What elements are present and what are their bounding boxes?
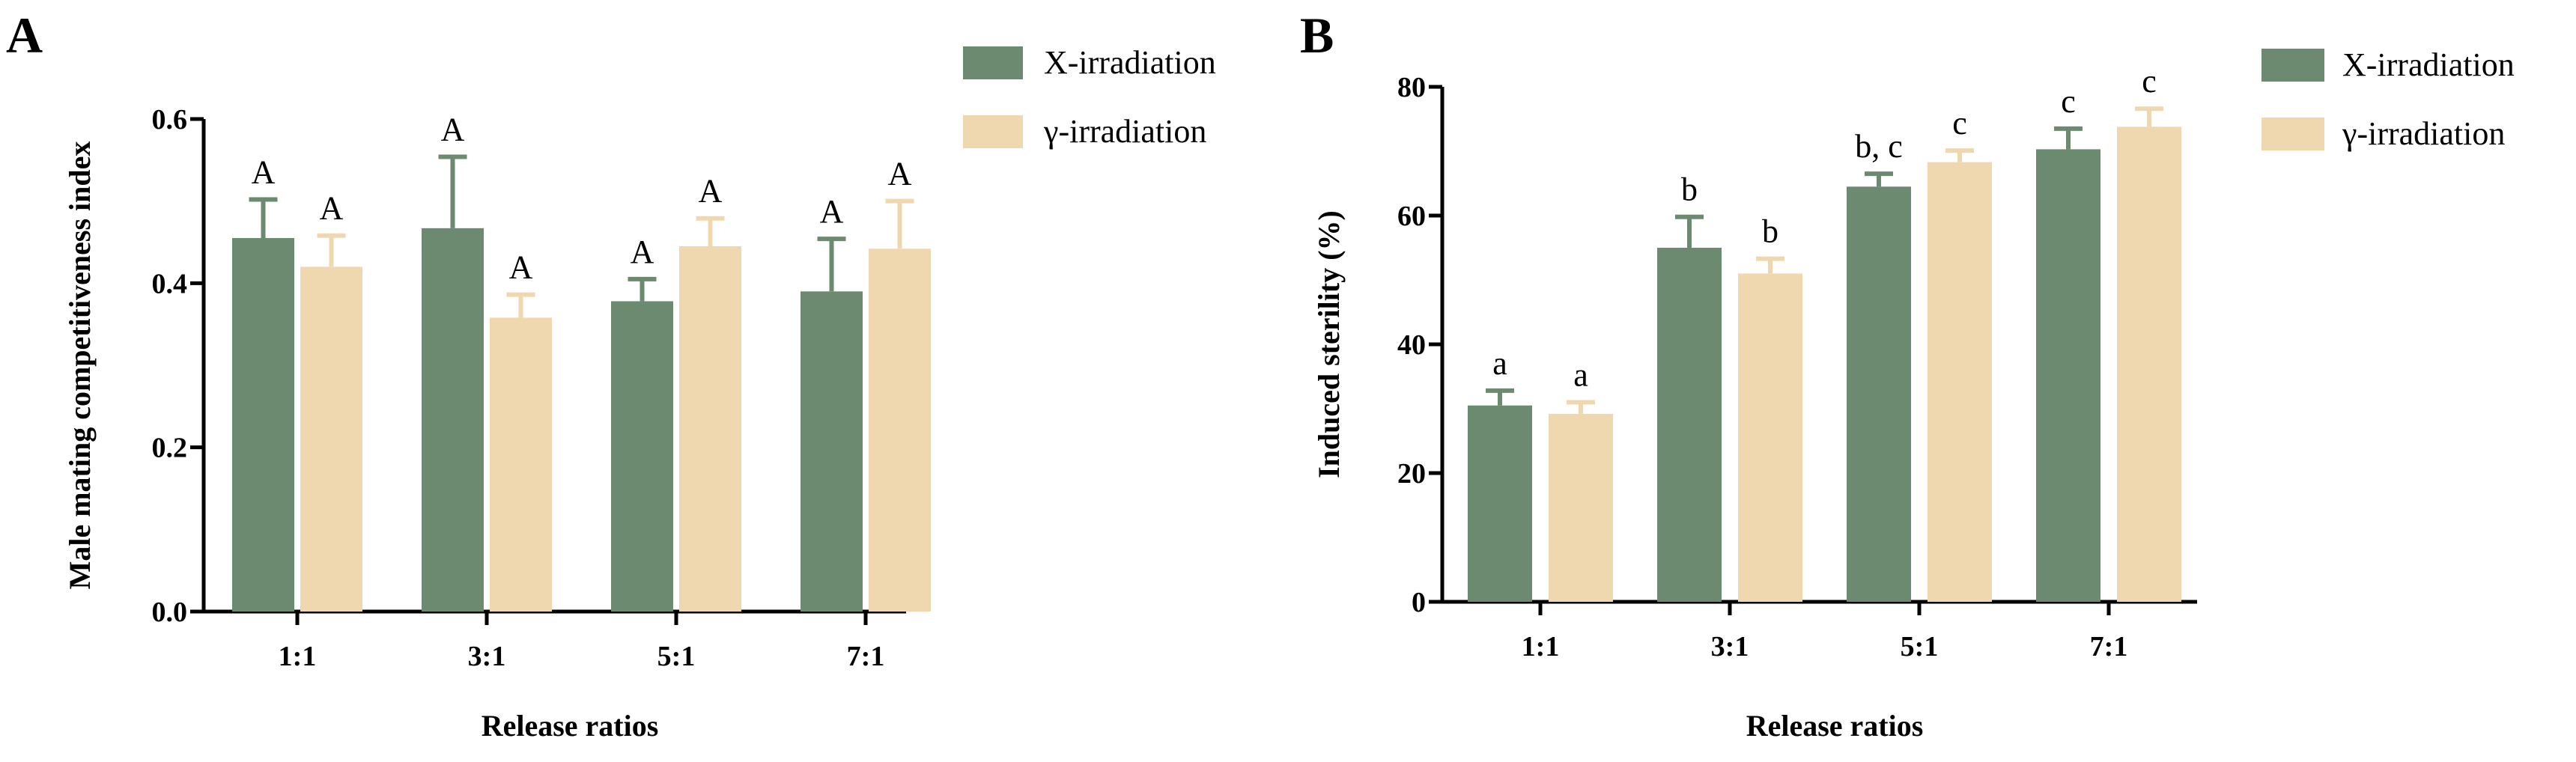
y-tick-label: 0 [1412, 587, 1426, 618]
significance-label: c [1952, 105, 1967, 141]
significance-label: a [1492, 345, 1507, 382]
significance-label: A [699, 173, 723, 210]
bar [2117, 127, 2181, 602]
x-axis-title: Release ratios [482, 709, 659, 743]
y-tick-label: 0.0 [152, 597, 188, 628]
y-tick-label: 0.6 [152, 104, 188, 135]
x-tick-label: 7:1 [847, 641, 885, 672]
y-tick-label: 40 [1397, 329, 1426, 361]
x-axis-title: Release ratios [1746, 709, 1924, 743]
y-tick-label: 60 [1397, 201, 1426, 232]
bar [2036, 149, 2100, 603]
significance-label: b [1762, 213, 1778, 250]
panel-letter-a: A [6, 7, 43, 64]
legend-label: γ-irradiation [2342, 115, 2505, 152]
bar [1738, 273, 1802, 602]
x-tick-label: 5:1 [1901, 631, 1939, 662]
y-tick-label: 0.2 [152, 433, 188, 464]
significance-label: c [2061, 83, 2076, 120]
y-axis-title: Male mating competitiveness index [63, 141, 97, 590]
bar [1657, 248, 1722, 602]
y-tick-label: 0.4 [152, 268, 188, 299]
significance-label: b, c [1855, 128, 1903, 165]
bar [300, 266, 362, 612]
legend-swatch [963, 115, 1023, 148]
significance-label: A [820, 193, 844, 230]
x-tick-label: 1:1 [1522, 631, 1560, 662]
significance-label: a [1573, 356, 1588, 393]
y-tick-label: 80 [1397, 72, 1426, 103]
bar [422, 228, 484, 612]
bar [1928, 162, 1992, 602]
significance-label: A [888, 156, 912, 192]
significance-label: b [1681, 171, 1698, 208]
legend-label: X-irradiation [2342, 46, 2515, 83]
panel-a-chart: 0.0 0.2 0.4 0.6 1:1 A A 3:1 A A 5:1 A A 7:1 A A Male mat… [63, 44, 1216, 743]
panel-b-chart: 0 20 40 60 80 1:1 a a 3:1 b b 5:1 b, c c 7:1 c c Induced … [1312, 46, 2515, 743]
significance-label: A [509, 249, 533, 286]
bar [869, 249, 931, 612]
x-tick-label: 5:1 [657, 641, 696, 672]
bar [1549, 413, 1613, 602]
x-tick-label: 1:1 [279, 641, 317, 672]
legend-label: X-irradiation [1044, 44, 1216, 81]
legend-swatch [2261, 118, 2324, 150]
bar [1468, 405, 1532, 602]
y-tick-label: 20 [1397, 458, 1426, 490]
x-tick-label: 3:1 [468, 641, 506, 672]
significance-label: A [441, 111, 465, 147]
bar [232, 238, 294, 612]
bar [490, 317, 552, 612]
bar [679, 246, 741, 612]
legend-label: γ-irradiation [1043, 113, 1206, 150]
legend-swatch [2261, 49, 2324, 82]
x-tick-label: 7:1 [2090, 631, 2128, 662]
significance-label: A [320, 190, 344, 227]
panel-letter-b: B [1300, 7, 1334, 64]
bar [801, 291, 863, 612]
significance-label: A [631, 234, 654, 270]
bar [611, 301, 673, 612]
bar [1847, 186, 1911, 603]
legend-swatch [963, 46, 1023, 79]
significance-label: c [2142, 63, 2157, 100]
x-tick-label: 3:1 [1711, 631, 1749, 662]
significance-label: A [252, 153, 276, 190]
y-axis-title: Induced sterility (%) [1312, 210, 1346, 478]
